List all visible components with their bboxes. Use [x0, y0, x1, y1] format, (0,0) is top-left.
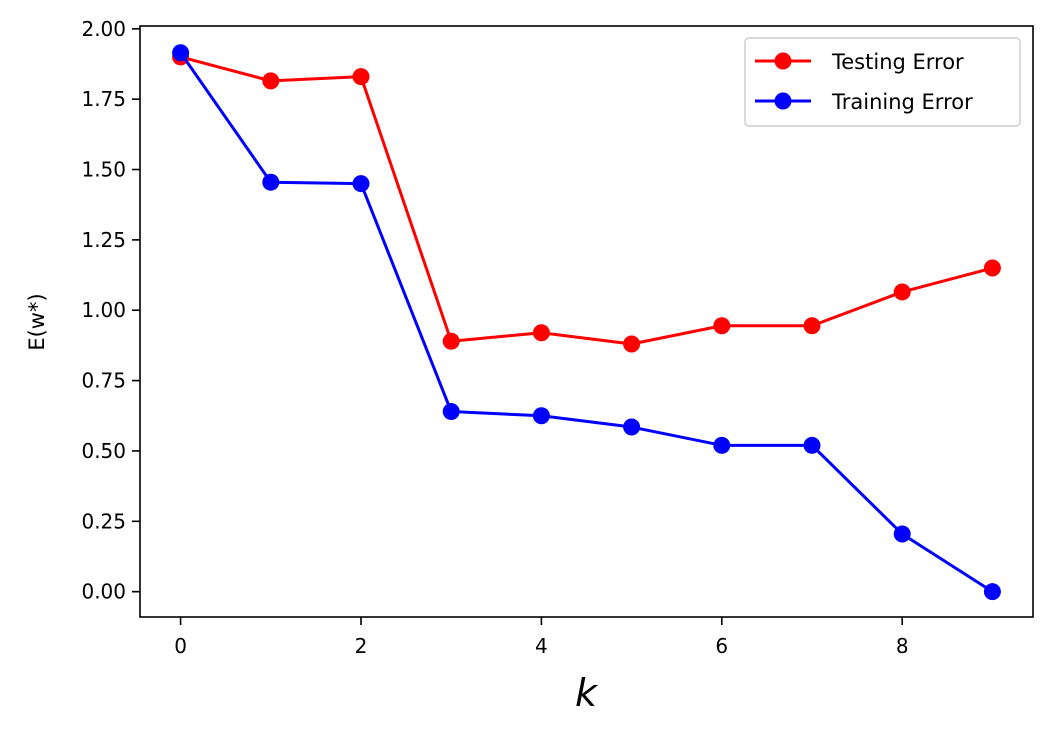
y-tick-label: 1.50: [81, 158, 126, 182]
x-tick-label: 4: [535, 634, 548, 658]
training-error-point: [172, 44, 190, 62]
testing-error-point: [442, 332, 460, 350]
y-tick-label: 1.75: [81, 87, 126, 111]
series-layer: [172, 44, 1001, 601]
training-error-point: [532, 407, 550, 425]
x-tick-label: 0: [174, 634, 187, 658]
x-axis-label: k: [575, 671, 599, 715]
testing-error-point: [983, 259, 1001, 277]
y-axis: 0.00 0.25 0.50 0.75 1.00 1.25 1.50 1.75 2.00: [81, 17, 140, 604]
training-error-point: [893, 525, 911, 543]
testing-error-point: [713, 317, 731, 335]
y-tick-label: 0.75: [81, 369, 126, 393]
x-axis: 0 2 4 6 8: [174, 617, 909, 658]
training-error-line: [179, 51, 994, 593]
testing-error-point: [803, 317, 821, 335]
training-error-point: [803, 436, 821, 454]
y-tick-label: 2.00: [81, 17, 126, 41]
y-tick-label: 0.25: [81, 509, 126, 533]
testing-error-line: [180, 55, 993, 346]
y-tick-label: 1.00: [81, 298, 126, 322]
training-error-legend-label: Training Error: [831, 90, 973, 114]
testing-error-legend-label: Testing Error: [831, 50, 964, 74]
testing-error-point: [352, 68, 370, 86]
x-tick-label: 6: [715, 634, 728, 658]
y-axis-label: E(w*): [25, 293, 49, 350]
x-tick-label: 2: [355, 634, 368, 658]
training-error-point: [442, 403, 460, 421]
training-error-point: [352, 175, 370, 193]
plot-frame: [139, 25, 1034, 618]
training-error-point: [713, 436, 731, 454]
testing-error-point: [893, 283, 911, 301]
testing-error-point: [262, 72, 280, 90]
testing-error-legend-marker: [774, 52, 792, 70]
training-error-point: [983, 583, 1001, 601]
y-tick-label: 1.25: [81, 228, 126, 252]
training-error-point: [262, 173, 280, 191]
training-error-point: [623, 418, 641, 436]
testing-error-point: [623, 335, 641, 353]
training-error-legend-marker: [774, 92, 792, 110]
y-tick-label: 0.00: [81, 580, 126, 604]
legend-box: [744, 37, 1021, 127]
x-tick-label: 8: [896, 634, 909, 658]
y-tick-label: 0.50: [81, 439, 126, 463]
legend: Testing Error Training Error: [744, 37, 1021, 127]
testing-error-point: [532, 324, 550, 342]
